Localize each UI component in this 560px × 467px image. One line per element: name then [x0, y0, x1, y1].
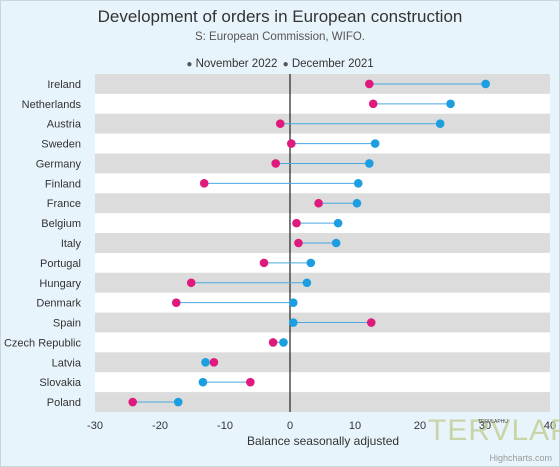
point-december-2021 — [446, 99, 455, 109]
point-november-2022 — [287, 139, 296, 148]
row-band — [95, 93, 550, 114]
category-label: Slovakia — [39, 377, 81, 389]
row-band — [95, 272, 550, 293]
point-november-2022 — [128, 397, 137, 407]
point-december-2021 — [481, 79, 490, 89]
point-december-2021 — [365, 159, 374, 168]
point-december-2021 — [306, 258, 316, 268]
row-band — [95, 392, 550, 412]
point-december-2021 — [370, 139, 380, 148]
x-tick-label: 0 — [287, 420, 293, 432]
point-november-2022 — [171, 298, 181, 307]
point-december-2021 — [353, 179, 363, 188]
point-december-2021 — [288, 318, 298, 327]
point-november-2022 — [268, 338, 278, 347]
category-label: Czech Republic — [4, 337, 82, 349]
category-label: Denmark — [36, 298, 81, 310]
point-december-2021 — [173, 397, 183, 407]
legend-label: November 2022 — [195, 58, 278, 70]
category-label: Spain — [53, 318, 81, 330]
point-november-2022 — [292, 218, 301, 228]
category-label: Austria — [47, 119, 82, 131]
watermark-logo: TERVLAP — [428, 414, 560, 447]
point-december-2021 — [198, 377, 208, 387]
legend-marker-icon: ● — [186, 59, 193, 70]
point-november-2022 — [368, 99, 378, 109]
point-november-2022 — [259, 258, 269, 268]
legend-item-november-2022[interactable]: ● November 2022 — [186, 58, 280, 70]
point-november-2022 — [275, 119, 285, 129]
x-tick-label: 40 — [544, 420, 556, 432]
point-december-2021 — [333, 218, 343, 228]
category-label: Sweden — [41, 139, 81, 151]
row-band — [95, 252, 550, 273]
x-axis-title: Balance seasonally adjusted — [247, 434, 399, 448]
x-tick-label: -30 — [87, 420, 103, 432]
category-label: France — [47, 198, 81, 210]
watermark-small-text: TERVLAPHU — [478, 419, 508, 425]
legend-label: December 2021 — [291, 58, 374, 70]
x-tick-label: -20 — [152, 420, 168, 432]
point-november-2022 — [314, 198, 323, 208]
x-tick-label: 10 — [349, 420, 361, 432]
row-band — [95, 352, 550, 373]
point-december-2021 — [352, 198, 362, 208]
category-label: Italy — [61, 238, 82, 250]
row-band — [95, 74, 550, 94]
credits-link[interactable]: Highcharts.com — [489, 453, 552, 463]
point-november-2022 — [365, 79, 374, 89]
category-label: Germany — [36, 158, 82, 170]
point-december-2021 — [279, 338, 288, 347]
point-november-2022 — [366, 318, 376, 327]
point-november-2022 — [186, 278, 196, 288]
legend-item-december-2021[interactable]: ● December 2021 — [283, 58, 374, 70]
category-label: Latvia — [52, 357, 82, 369]
category-label: Belgium — [41, 218, 81, 230]
point-december-2021 — [331, 238, 341, 248]
x-tick-label: -10 — [217, 420, 233, 432]
point-december-2021 — [201, 357, 210, 367]
category-label: Ireland — [47, 79, 81, 91]
point-november-2022 — [209, 357, 219, 367]
legend-marker-icon: ● — [282, 59, 289, 70]
chart-subtitle: S: European Commission, WIFO. — [195, 31, 365, 43]
x-tick-label: 20 — [414, 420, 426, 432]
category-label: Poland — [47, 397, 81, 409]
point-november-2022 — [199, 179, 209, 188]
category-label: Hungary — [39, 278, 81, 290]
row-band — [95, 372, 550, 393]
chart-legend: ● November 2022 ● December 2021 — [0, 58, 560, 70]
point-november-2022 — [271, 159, 281, 168]
category-label: Finland — [45, 178, 81, 190]
point-november-2022 — [294, 238, 303, 248]
chart-title: Development of orders in European constr… — [97, 7, 463, 26]
point-december-2021 — [288, 298, 298, 307]
point-december-2021 — [435, 119, 445, 129]
category-label: Netherlands — [22, 99, 82, 111]
x-tick-label: 30 — [479, 420, 491, 432]
row-band — [95, 292, 550, 313]
point-december-2021 — [302, 278, 312, 288]
point-november-2022 — [246, 377, 255, 387]
row-band — [95, 332, 550, 353]
category-label: Portugal — [40, 258, 81, 270]
